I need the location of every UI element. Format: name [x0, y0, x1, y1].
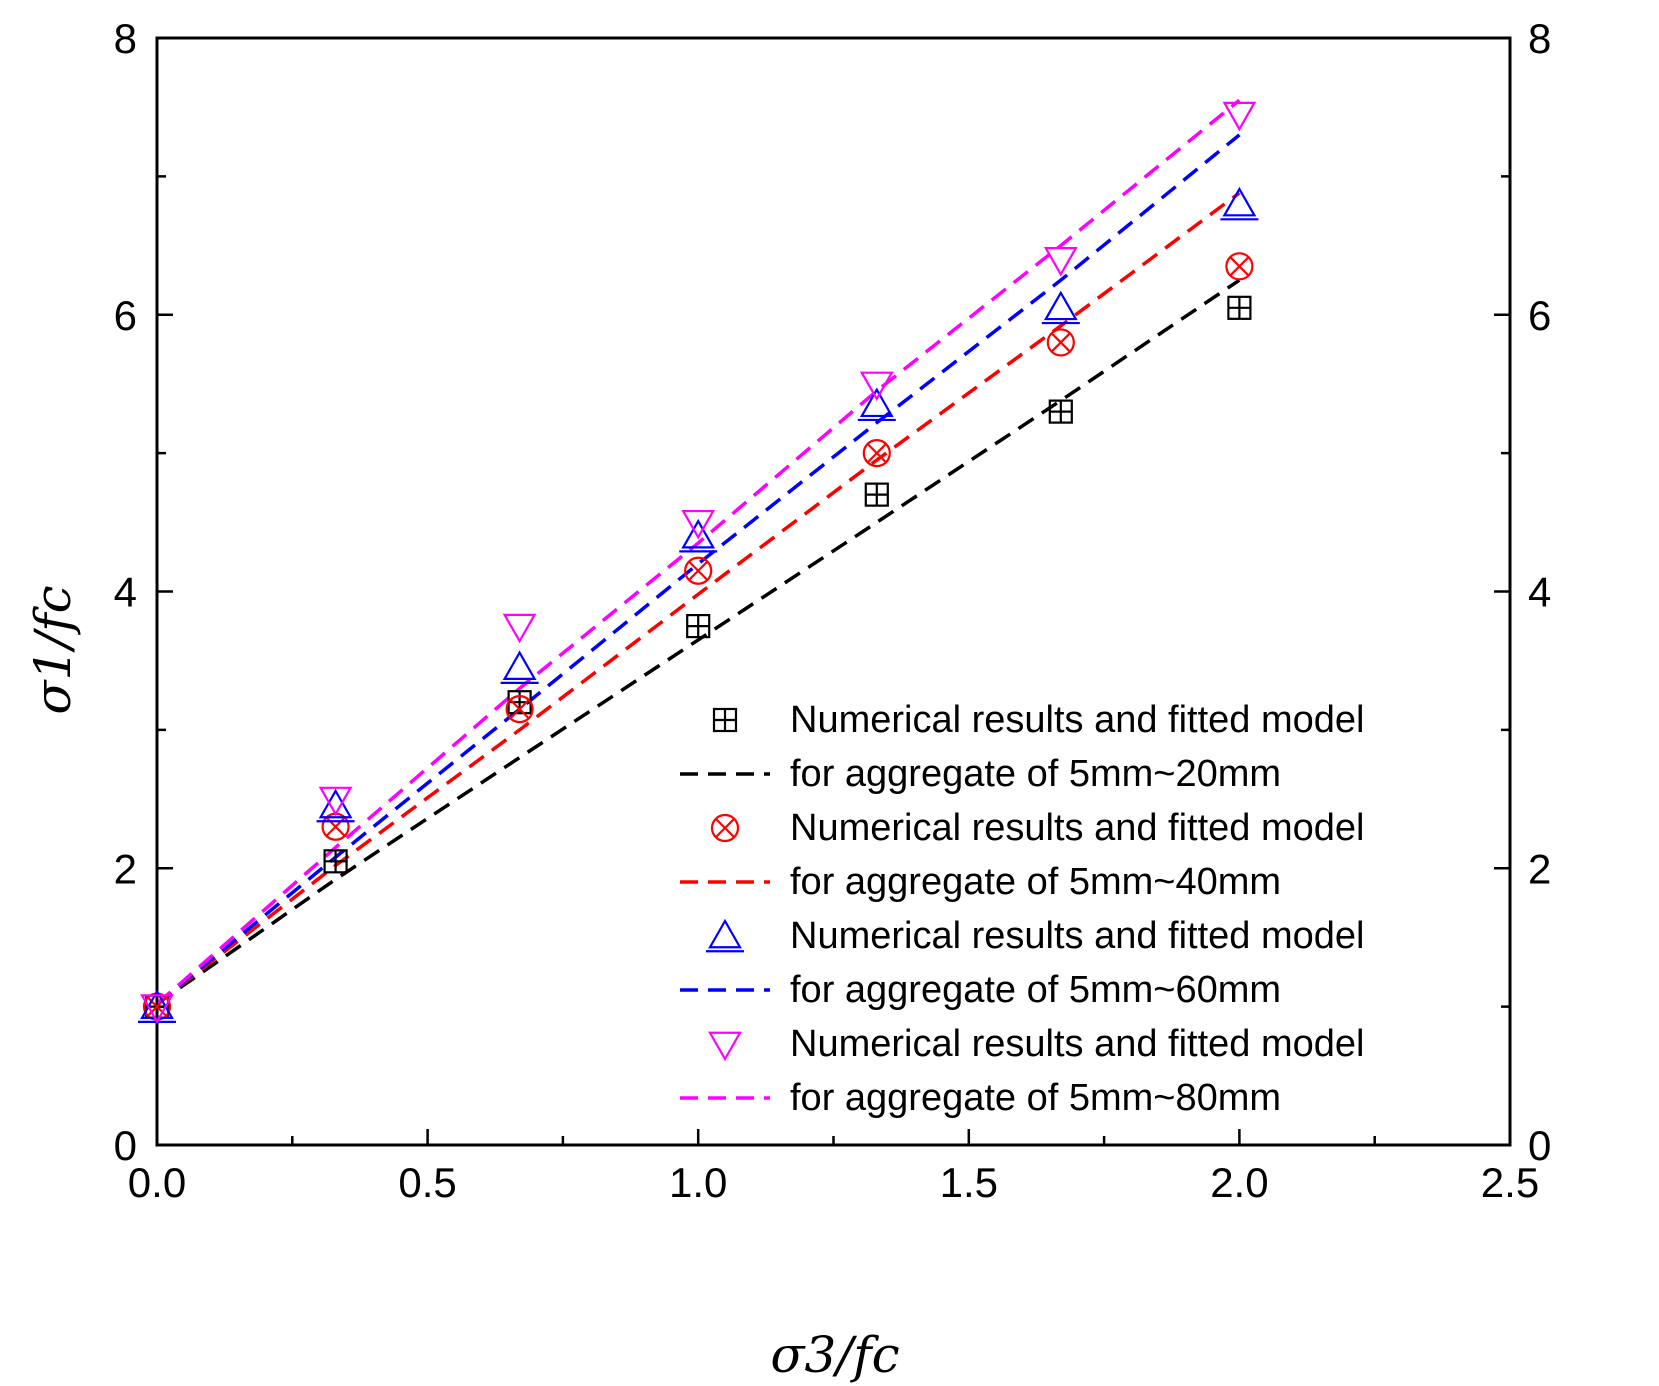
data-point [1227, 295, 1252, 320]
data-point [1222, 101, 1257, 132]
legend-item: Numerical results and fitted model for ag… [680, 699, 1364, 795]
data-point [500, 650, 539, 684]
data-point [712, 707, 738, 733]
y-tick-label-right: 0 [1528, 1122, 1551, 1169]
data-point [862, 439, 891, 468]
legend-marker-label: Numerical results and fitted model [790, 1023, 1364, 1065]
x-tick-label: 0.0 [128, 1159, 186, 1206]
data-point [681, 509, 716, 540]
y-axis-title: σ1/fc [24, 585, 82, 714]
data-point [318, 786, 353, 817]
data-point [857, 387, 896, 422]
data-point [1220, 186, 1259, 221]
y-tick-label-right: 6 [1528, 292, 1551, 339]
fit-line [155, 278, 1241, 1006]
data-point [1043, 247, 1078, 277]
data-point [859, 371, 894, 402]
data-point [1048, 399, 1073, 424]
x-tick-label: 1.5 [940, 1159, 998, 1206]
data-point [686, 613, 711, 639]
legend: Numerical results and fitted model for ag… [680, 699, 1364, 1119]
y-tick-label-right: 4 [1528, 569, 1551, 616]
data-point [502, 613, 537, 644]
x-tick-label: 0.5 [398, 1159, 456, 1206]
fit-line [155, 98, 1241, 1006]
legend-item: Numerical results and fitted model for ag… [680, 915, 1364, 1011]
data-point [710, 813, 740, 843]
data-point [1225, 252, 1254, 281]
data-point [316, 788, 355, 823]
data-point [864, 482, 889, 507]
y-tick-label-left: 0 [114, 1122, 137, 1169]
y-tick-label-left: 2 [114, 845, 137, 892]
legend-item: Numerical results and fitted model for ag… [680, 1023, 1364, 1119]
legend-line-label: for aggregate of 5mm~40mm [790, 861, 1281, 903]
data-point [505, 695, 534, 724]
legend-marker-label: Numerical results and fitted model [790, 915, 1364, 957]
y-tick-label-left: 4 [114, 569, 137, 616]
legend-line-label: for aggregate of 5mm~20mm [790, 753, 1281, 795]
x-tick-label: 2.0 [1210, 1159, 1268, 1206]
axis-ticks [155, 36, 1512, 1147]
data-point [140, 994, 174, 1024]
data-point [1046, 328, 1075, 357]
data-point [706, 918, 744, 953]
legend-line-label: for aggregate of 5mm~60mm [790, 969, 1281, 1011]
data-point [708, 1031, 742, 1062]
data-point [1041, 290, 1080, 325]
y-tick-label-left: 6 [114, 292, 137, 339]
data-point [679, 518, 718, 553]
data-point [684, 556, 713, 585]
y-tick-label-right: 8 [1528, 15, 1551, 62]
legend-marker-label: Numerical results and fitted model [790, 807, 1364, 849]
y-tick-label-right: 2 [1528, 845, 1551, 892]
x-tick-label: 1.0 [669, 1159, 727, 1206]
data-markers [138, 101, 1259, 1024]
data-point [323, 849, 348, 874]
x-tick-label: 2.5 [1481, 1159, 1539, 1206]
legend-item: Numerical results and fitted model for ag… [680, 807, 1364, 903]
legend-line-label: for aggregate of 5mm~80mm [790, 1077, 1281, 1119]
x-axis-title: σ3/fc [770, 1326, 899, 1384]
y-tick-label-left: 8 [114, 15, 137, 62]
legend-marker-label: Numerical results and fitted model [790, 699, 1364, 741]
